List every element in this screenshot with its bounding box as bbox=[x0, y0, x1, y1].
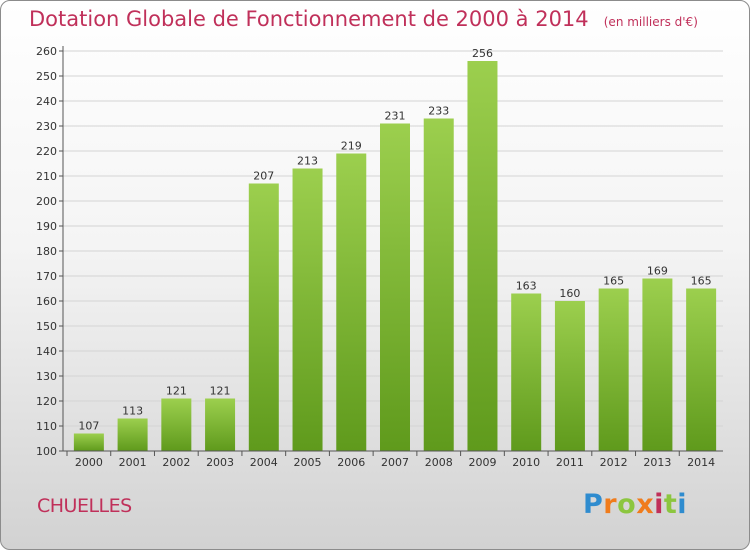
bar-2001 bbox=[117, 418, 148, 451]
y-tick-label: 120 bbox=[36, 395, 57, 408]
bar-value-label: 107 bbox=[78, 420, 99, 433]
x-tick-label: 2004 bbox=[250, 456, 278, 469]
bar-2000 bbox=[73, 433, 104, 451]
logo-letter: i bbox=[677, 489, 688, 520]
logo-letter: o bbox=[617, 489, 637, 520]
x-tick-label: 2013 bbox=[643, 456, 671, 469]
bar-2003 bbox=[205, 398, 236, 451]
bar-value-label: 121 bbox=[210, 385, 231, 398]
y-tick-label: 190 bbox=[36, 220, 57, 233]
y-tick-label: 260 bbox=[36, 45, 57, 58]
x-tick-label: 2000 bbox=[75, 456, 103, 469]
x-tick-label: 2001 bbox=[119, 456, 147, 469]
labels: 100 110 120 130 140 150 160 170 180 190 200 210 220 2… bbox=[36, 45, 715, 469]
logo-letter: r bbox=[603, 489, 618, 520]
bar-value-label: 219 bbox=[341, 140, 362, 153]
y-tick-label: 250 bbox=[36, 70, 57, 83]
x-tick-label: 2005 bbox=[294, 456, 322, 469]
bar-2002 bbox=[161, 398, 192, 451]
bar-2010 bbox=[511, 293, 542, 451]
proxiti-logo: Proxiti bbox=[583, 489, 687, 520]
y-tick-label: 180 bbox=[36, 245, 57, 258]
bar-value-label: 121 bbox=[166, 385, 187, 398]
x-tick-label: 2008 bbox=[425, 456, 453, 469]
bar-2011 bbox=[554, 301, 585, 451]
bar-2008 bbox=[423, 118, 454, 451]
logo-letter: P bbox=[583, 489, 604, 520]
x-tick-label: 2006 bbox=[337, 456, 365, 469]
bar-value-label: 231 bbox=[385, 110, 406, 123]
y-tick-label: 110 bbox=[36, 420, 57, 433]
bar-value-label: 165 bbox=[691, 275, 712, 288]
logo-letter: x bbox=[636, 489, 655, 520]
bar-value-label: 233 bbox=[428, 105, 449, 118]
x-tick-label: 2014 bbox=[687, 456, 715, 469]
bar-value-label: 256 bbox=[472, 47, 493, 60]
y-tick-label: 100 bbox=[36, 445, 57, 458]
x-tick-label: 2012 bbox=[600, 456, 628, 469]
bar-2005 bbox=[292, 168, 323, 451]
bar-2009 bbox=[467, 61, 498, 451]
y-tick-label: 240 bbox=[36, 95, 57, 108]
x-tick-label: 2010 bbox=[512, 456, 540, 469]
bars bbox=[73, 61, 717, 451]
bar-value-label: 113 bbox=[122, 405, 143, 418]
y-tick-label: 220 bbox=[36, 145, 57, 158]
x-tick-label: 2009 bbox=[468, 456, 496, 469]
y-tick-label: 200 bbox=[36, 195, 57, 208]
x-tick-label: 2003 bbox=[206, 456, 234, 469]
bar-value-label: 165 bbox=[603, 275, 624, 288]
bar-value-label: 169 bbox=[647, 265, 668, 278]
bar-2006 bbox=[336, 153, 367, 451]
chart-unit: (en milliers d'€) bbox=[603, 15, 698, 29]
y-tick-label: 150 bbox=[36, 320, 57, 333]
logo-letter: i bbox=[654, 489, 664, 520]
x-tick-label: 2002 bbox=[162, 456, 190, 469]
y-tick-label: 140 bbox=[36, 345, 57, 358]
y-tick-label: 230 bbox=[36, 120, 57, 133]
y-tick-label: 210 bbox=[36, 170, 57, 183]
y-tick-label: 130 bbox=[36, 370, 57, 383]
bar-2007 bbox=[380, 123, 410, 451]
y-tick-label: 170 bbox=[36, 270, 57, 283]
bar-value-label: 213 bbox=[297, 155, 318, 168]
y-tick-label: 160 bbox=[36, 295, 57, 308]
logo-letter: t bbox=[663, 489, 678, 520]
commune-name: CHUELLES bbox=[37, 495, 132, 517]
x-tick-label: 2011 bbox=[556, 456, 584, 469]
bar-2012 bbox=[598, 288, 629, 451]
bar-2004 bbox=[248, 183, 279, 451]
axes bbox=[59, 46, 723, 456]
bar-2013 bbox=[642, 278, 673, 451]
chart-title-block: Dotation Globale de Fonctionnement de 20… bbox=[29, 7, 698, 31]
x-tick-label: 2007 bbox=[381, 456, 409, 469]
bar-value-label: 163 bbox=[516, 280, 537, 293]
bar-value-label: 207 bbox=[253, 170, 274, 183]
bar-2014 bbox=[686, 288, 717, 451]
bar-value-label: 160 bbox=[559, 287, 580, 300]
chart-title: Dotation Globale de Fonctionnement de 20… bbox=[29, 7, 589, 31]
